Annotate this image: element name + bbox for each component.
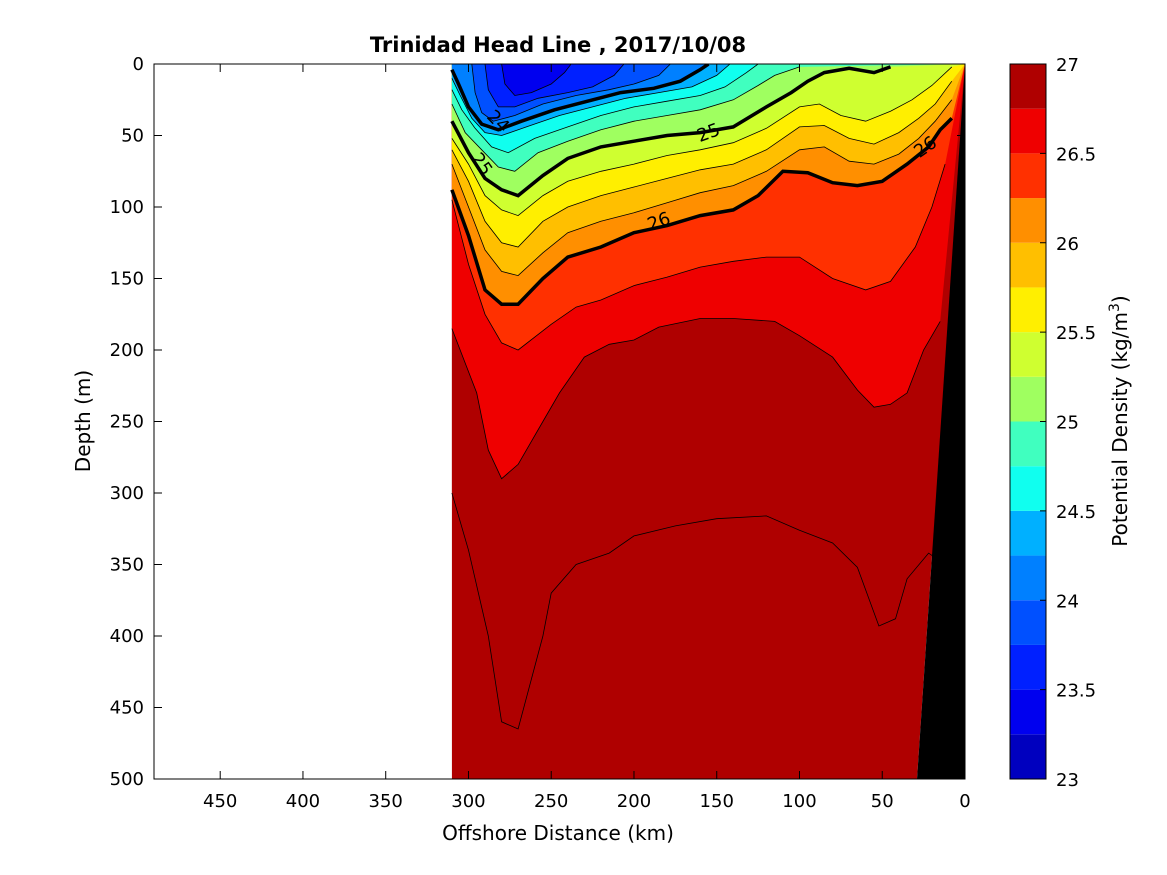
colorbar-segment <box>1010 421 1046 467</box>
colorbar-tick-label: 25 <box>1056 413 1079 434</box>
contour-line <box>451 318 941 480</box>
colorbar-ticks: 27 26.5 26 25.5 25 24.5 24 23.5 23 <box>1040 55 1096 791</box>
y-tick-label: 450 <box>110 698 144 719</box>
colorbar-segment <box>1010 153 1046 199</box>
y-axis-label: Depth (m) <box>71 370 95 472</box>
contour-line <box>451 64 759 154</box>
colorbar-tick-label: 24.5 <box>1056 502 1096 523</box>
colorbar-segment <box>1010 689 1046 735</box>
contour-line-bold <box>450 64 710 132</box>
contour-line <box>451 64 731 136</box>
contour-line <box>451 492 946 730</box>
y-tick-label: 250 <box>110 412 144 433</box>
contour-line <box>451 99 953 277</box>
colorbar-tick-label: 26.5 <box>1056 144 1096 165</box>
x-axis-ticks: 450 400 350 300 250 200 150 100 50 0 <box>203 64 971 812</box>
colorbar-segment <box>1010 734 1046 779</box>
contour-line <box>501 64 572 96</box>
x-tick-label: 50 <box>871 791 894 812</box>
colorbar-segment <box>1010 376 1046 422</box>
colorbar <box>1010 64 1046 779</box>
y-tick-label: 50 <box>121 126 144 147</box>
colorbar-tick-label: 25.5 <box>1056 323 1096 344</box>
contour-line-bold <box>450 117 954 306</box>
colorbar-segment <box>1010 108 1046 154</box>
colorbar-segment <box>1010 242 1046 288</box>
x-tick-label: 350 <box>369 791 403 812</box>
contour-line <box>451 163 946 351</box>
x-tick-label: 100 <box>782 791 816 812</box>
colorbar-segment <box>1010 64 1046 109</box>
contour-line <box>484 64 625 108</box>
x-tick-label: 450 <box>203 791 237 812</box>
colorbar-label: Potential Density (kg/m3) <box>1107 295 1132 546</box>
seafloor-bathymetry <box>917 64 965 779</box>
y-tick-label: 0 <box>133 54 144 75</box>
x-tick-label: 150 <box>700 791 734 812</box>
contour-line <box>451 80 953 248</box>
y-tick-label: 200 <box>110 340 144 361</box>
colorbar-segment <box>1010 510 1046 556</box>
contour-line <box>451 66 953 217</box>
y-tick-label: 100 <box>110 197 144 218</box>
contour-line <box>451 66 800 172</box>
colorbar-tick-label: 23.5 <box>1056 681 1096 702</box>
colorbar-segment <box>1010 466 1046 511</box>
chart-title: Trinidad Head Line , 2017/10/08 <box>370 33 746 57</box>
x-tick-label: 250 <box>534 791 568 812</box>
density-contour-bands <box>451 64 965 779</box>
contour-line-bold <box>450 65 892 198</box>
x-axis-label: Offshore Distance (km) <box>442 821 674 845</box>
contour-line <box>471 64 671 122</box>
x-tick-label: 200 <box>617 791 651 812</box>
x-tick-label: 300 <box>451 791 485 812</box>
density-bold-contours <box>450 64 954 306</box>
colorbar-tick-label: 27 <box>1056 55 1079 76</box>
colorbar-tick-label: 26 <box>1056 234 1079 255</box>
y-axis-ticks: 0 50 100 150 200 250 300 350 400 450 500 <box>110 54 965 790</box>
y-tick-label: 350 <box>110 555 144 576</box>
colorbar-segment <box>1010 644 1046 690</box>
y-tick-label: 500 <box>110 769 144 790</box>
colorbar-segment <box>1010 555 1046 601</box>
density-band <box>451 64 572 96</box>
colorbar-segment <box>1010 600 1046 645</box>
colorbar-tick-label: 23 <box>1056 770 1079 791</box>
colorbar-segment <box>1010 287 1046 333</box>
y-tick-label: 150 <box>110 269 144 290</box>
colorbar-tick-label: 24 <box>1056 591 1079 612</box>
y-tick-label: 400 <box>110 626 144 647</box>
x-tick-label: 0 <box>959 791 970 812</box>
x-tick-label: 400 <box>286 791 320 812</box>
colorbar-segment <box>1010 332 1046 377</box>
colorbar-segment <box>1010 198 1046 243</box>
y-tick-label: 300 <box>110 483 144 504</box>
